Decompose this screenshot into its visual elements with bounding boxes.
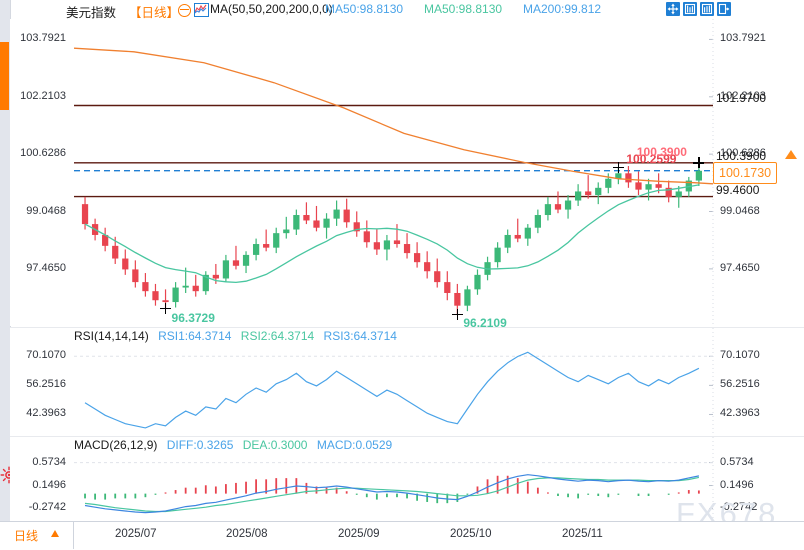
period-up-arrow-icon: [51, 530, 59, 537]
extreme-crosshair-icon: [160, 303, 172, 315]
chart-left-align-icon[interactable]: [683, 2, 697, 16]
date-tick-4: 2025/11: [562, 528, 603, 540]
rsi-tick-right-1: 56.2516: [720, 378, 760, 391]
ma-params-label: MA(50,50,200,200,0,0): [210, 2, 333, 16]
rsi-tick-left-1: 56.2516: [26, 378, 66, 391]
price-candles-svg: [73, 19, 714, 326]
current-price-tag[interactable]: 100.1730: [713, 162, 778, 184]
price-tick-right-0: 103.7921: [720, 32, 766, 45]
current-price-marker-icon: [785, 150, 797, 159]
macd-dea-value: DEA:0.3000: [242, 438, 308, 452]
price-tick-left-2: 100.6286: [20, 147, 66, 160]
price-level-label-1: 100.3900: [716, 148, 767, 163]
minus-circle-icon[interactable]: [178, 4, 191, 17]
instrument-name: 美元指数: [66, 6, 117, 20]
date-tick-2: 2025/09: [338, 528, 380, 540]
ma-indicator-icon[interactable]: [194, 3, 209, 17]
chart-header: 美元指数 【日线】 MA(50,50,200,200,0,0) MA50:98.…: [0, 0, 804, 20]
price-level-label-2: 99.4600: [716, 182, 760, 197]
rsi-title: RSI(14,14,14): [74, 329, 149, 343]
rsi-tick-left-2: 42.3963: [26, 407, 66, 420]
macd-tick-right-1: 0.1496: [720, 478, 754, 491]
chart-toolbar: [666, 2, 731, 16]
macd-macd-value: MACD:0.0529: [316, 438, 393, 452]
macd-panel: MACD(26,12,9) DIFF:0.3265 DEA:0.3000 MAC…: [10, 436, 804, 522]
scrollbar-thumb[interactable]: [0, 42, 9, 110]
extreme-label-low-2: 96.2109: [463, 316, 507, 331]
rsi-tick-right-2: 42.3963: [720, 407, 760, 420]
extreme-crosshair-icon: [451, 308, 463, 320]
date-tick-0: 2025/07: [115, 528, 157, 540]
macd-plot-area[interactable]: [74, 437, 714, 522]
price-tick-right-3: 99.0468: [720, 204, 760, 217]
macd-diff-value: DIFF:0.3265: [166, 438, 234, 452]
price-tick-left-3: 99.0468: [26, 204, 66, 217]
ma50-value-b: MA50:98.8130: [424, 2, 503, 16]
period-selector[interactable]: 日线: [0, 521, 74, 549]
macd-svg: [74, 437, 714, 522]
extreme-label-high-2: 100.3900: [636, 144, 687, 159]
price-tick-left-4: 97.4650: [26, 261, 66, 274]
price-panel: 103.7921 102.2103 100.6286 99.0468 97.4650 1…: [10, 19, 804, 330]
price-plot-area[interactable]: [73, 19, 714, 326]
macd-tick-left-0: 0.5734: [32, 455, 66, 468]
price-tick-right-2: 100.6286: [720, 147, 766, 160]
rsi1-value: RSI1:64.3714: [158, 329, 232, 343]
price-tick-right-1: 102.2103: [720, 89, 766, 102]
rsi-line-svg: [74, 328, 714, 436]
extreme-label-low-1: 96.3729: [171, 310, 215, 325]
price-tick-left-0: 103.7921: [20, 32, 66, 45]
extreme-crosshair-icon: [612, 162, 624, 173]
ma50-value-a: MA50:98.8130: [325, 2, 404, 16]
extreme-label-high-1: 100.2599: [626, 151, 677, 166]
rsi-tick-left-0: 70.1070: [26, 349, 66, 362]
macd-tick-left-2: -0.2742: [28, 501, 66, 514]
rsi-panel: RSI(14,14,14) RSI1:64.3714 RSI2:64.3714 …: [10, 327, 804, 436]
price-tick-right-4: 97.4650: [720, 261, 760, 274]
extreme-crosshair-icon: [693, 157, 705, 169]
time-axis: 2025/07 2025/08 2025/09 2025/10 2025/11: [0, 521, 804, 550]
rsi-plot-area[interactable]: [74, 328, 714, 436]
macd-tick-left-1: 0.1496: [32, 478, 66, 491]
date-tick-1: 2025/08: [226, 528, 268, 540]
period-selector-label: 日线: [14, 529, 39, 543]
period-label: 【日线】: [129, 6, 180, 20]
rsi-tick-right-0: 70.1070: [720, 349, 760, 362]
price-tick-left-1: 102.2103: [20, 89, 66, 102]
price-level-label-0: 101.9700: [716, 91, 767, 106]
macd-tick-right-0: 0.5734: [720, 455, 754, 468]
rsi3-value: RSI3:64.3714: [323, 329, 397, 343]
crosshair-move-icon[interactable]: [666, 2, 680, 16]
chart-expand-icon[interactable]: [717, 2, 731, 16]
macd-title: MACD(26,12,9): [74, 438, 158, 452]
rsi2-value: RSI2:64.3714: [240, 329, 315, 343]
macd-tick-right-2: -0.2742: [720, 501, 758, 514]
ma200-value: MA200:99.812: [523, 2, 602, 16]
date-tick-3: 2025/10: [450, 528, 492, 540]
chart-right-align-icon[interactable]: [700, 2, 714, 16]
